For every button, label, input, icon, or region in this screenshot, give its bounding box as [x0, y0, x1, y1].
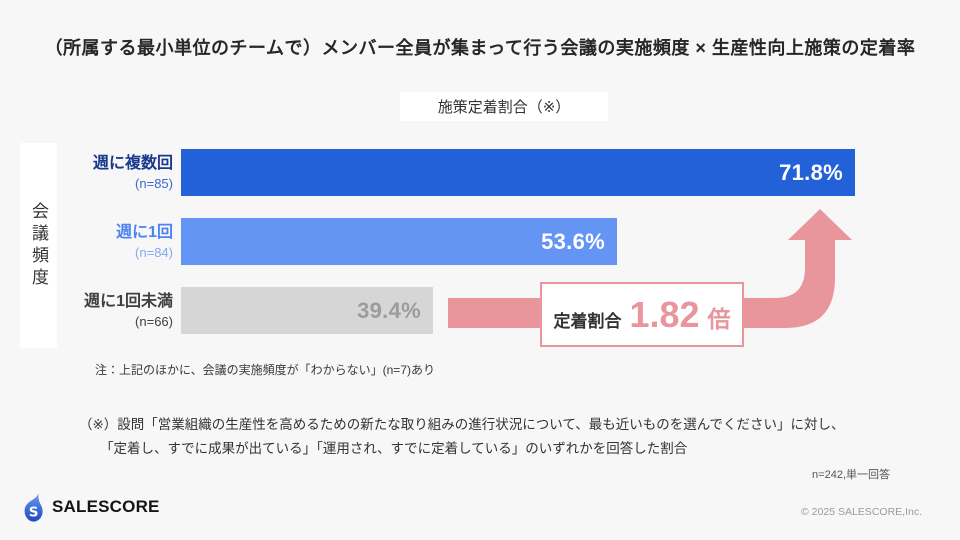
- category-label: 週に複数回: [92, 154, 173, 172]
- sample-size-label: (n=85): [135, 176, 173, 192]
- page-title: （所属する最小単位のチームで）メンバー全員が集まって行う会議の実施頻度 × 生産…: [44, 38, 916, 58]
- chart-row: 週に1回未満 (n=66) 39.4%: [60, 287, 900, 334]
- bar: 39.4%: [181, 287, 433, 334]
- copyright: © 2025 SALESCORE,Inc.: [801, 506, 922, 518]
- chart-note: 注：上記のほかに、会議の実施頻度が「わからない」(n=7)あり: [95, 363, 435, 377]
- bar: 71.8%: [181, 149, 855, 196]
- footnote-line2: 「定着し、すでに成果が出ている」「運用され、すでに定着している」のいずれかを回答…: [100, 440, 688, 456]
- bar-value-label: 39.4%: [357, 297, 421, 323]
- category-label-block: 週に複数回 (n=85): [60, 155, 173, 191]
- footnote: （※）設問「営業組織の生産性を高めるための新たな取り組みの進行状況について、最も…: [79, 413, 845, 460]
- chart-row: 週に1回 (n=84) 53.6%: [60, 218, 900, 265]
- bar-value-label: 53.6%: [541, 228, 605, 254]
- chart-header-box: 施策定着割合（※）: [400, 92, 608, 121]
- category-label: 週に1回: [116, 223, 173, 241]
- logo-text: SALESCORE: [52, 497, 160, 516]
- sample-size-label: (n=84): [135, 245, 173, 261]
- y-axis-label-box: 会議頻度: [20, 143, 57, 348]
- y-axis-label: 会議頻度: [29, 201, 48, 290]
- ratio-callout-value: 1.82: [629, 294, 700, 335]
- logo: S SALESCORE: [22, 491, 160, 523]
- ratio-callout-label: 定着割合: [553, 312, 622, 331]
- ratio-callout: 定着割合 1.82 倍: [540, 282, 744, 347]
- sample-note: n=242,単一回答: [812, 469, 890, 481]
- bar-value-label: 71.8%: [779, 159, 843, 185]
- category-label-block: 週に1回 (n=84): [60, 224, 173, 260]
- category-label-block: 週に1回未満 (n=66): [60, 293, 173, 329]
- salescore-flame-icon: S: [24, 492, 43, 522]
- bar: 53.6%: [181, 218, 617, 265]
- category-label: 週に1回未満: [84, 292, 173, 310]
- ratio-callout-unit: 倍: [707, 306, 731, 332]
- footnote-line1: （※）設問「営業組織の生産性を高めるための新たな取り組みの進行状況について、最も…: [79, 417, 845, 432]
- sample-size-label: (n=66): [135, 314, 173, 330]
- chart-header-label: 施策定着割合（※）: [437, 99, 571, 116]
- chart-row: 週に複数回 (n=85) 71.8%: [60, 149, 900, 196]
- svg-text:S: S: [29, 504, 39, 520]
